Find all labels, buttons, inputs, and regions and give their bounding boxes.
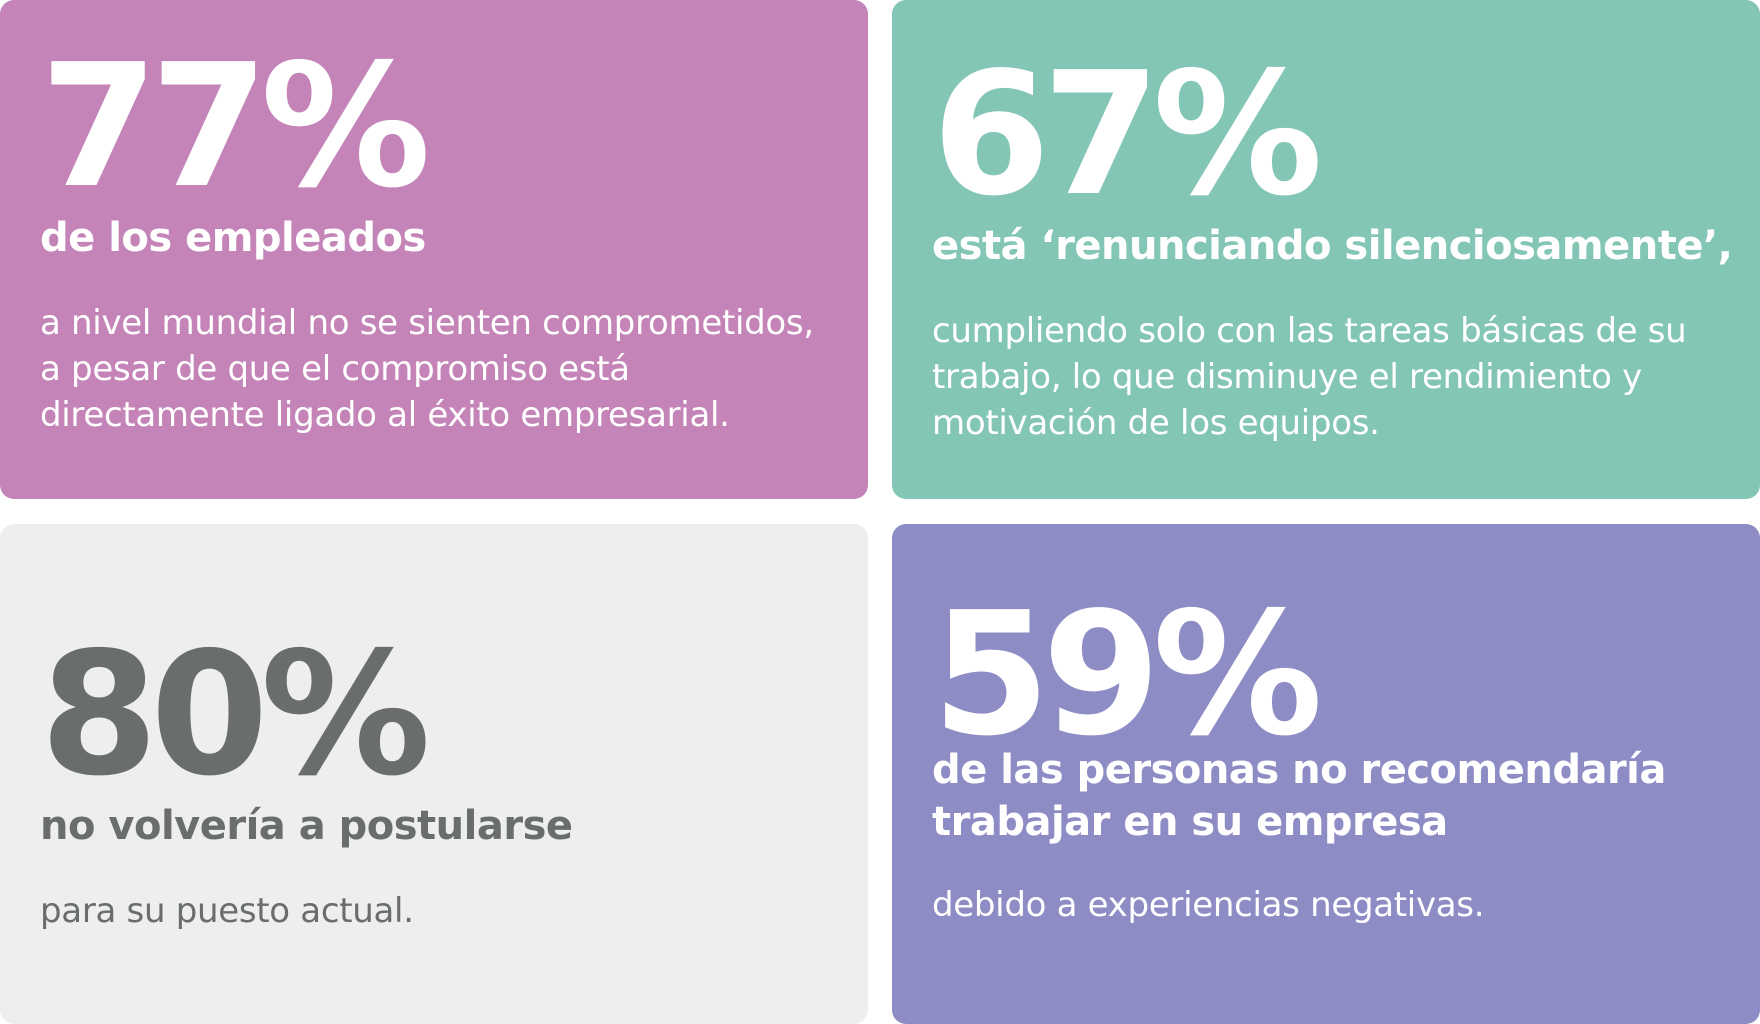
stat-card-reapply: 80% no volvería a postularse para su pue…	[0, 524, 868, 1024]
stat-description: debido a experiencias negativas.	[932, 885, 1485, 925]
stat-value: 59%	[932, 576, 1323, 774]
stat-headline: de los empleados	[40, 215, 426, 261]
stat-description: para su puesto actual.	[40, 891, 414, 931]
stat-value: 77%	[40, 28, 431, 226]
stat-headline: está ‘renunciando silenciosamente’,	[932, 223, 1733, 269]
stat-value: 80%	[40, 616, 431, 814]
stat-card-quiet-quitting: 67% está ‘renunciando silenciosamente’, …	[892, 0, 1760, 499]
stat-card-engagement: 77% de los empleados a nivel mundial no …	[0, 0, 868, 499]
stat-value: 67%	[932, 36, 1323, 234]
stat-headline: de las personas no recomendaría trabajar…	[932, 747, 1666, 845]
stat-headline: no volvería a postularse	[40, 803, 573, 849]
stat-card-recommend: 59% de las personas no recomendaría trab…	[892, 524, 1760, 1024]
stat-description: cumpliendo solo con las tareas básicas d…	[932, 311, 1687, 443]
stat-description: a nivel mundial no se sienten comprometi…	[40, 303, 814, 435]
